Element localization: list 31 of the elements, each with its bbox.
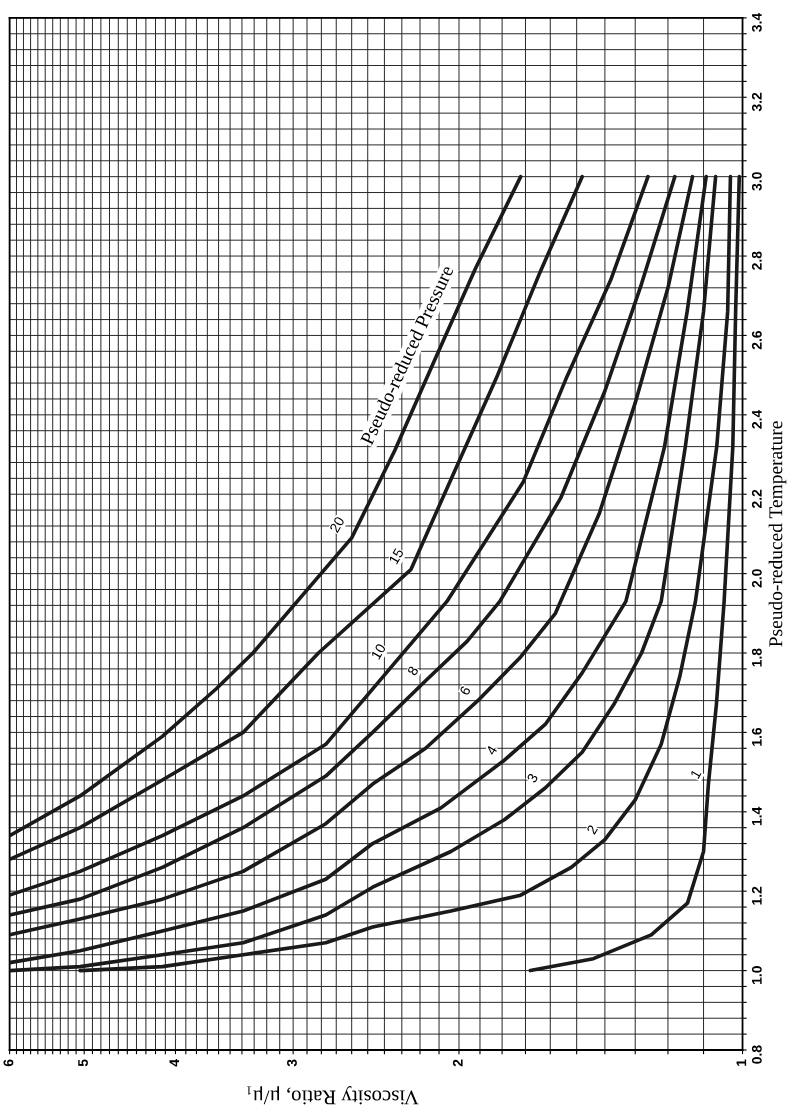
x-tick-label: 2 bbox=[452, 1059, 463, 1067]
x-tick-label: 4 bbox=[169, 1059, 180, 1067]
text: 10 bbox=[370, 642, 387, 660]
x-tick-label: 5 bbox=[78, 1059, 88, 1067]
y-tick-label: 3.2 bbox=[751, 92, 762, 112]
y-tick-label: 1.8 bbox=[751, 648, 762, 667]
text: 6 bbox=[459, 685, 471, 696]
y-tick-label: 1.2 bbox=[751, 886, 762, 905]
y-tick-label: 1.4 bbox=[752, 806, 762, 826]
y-tick-label: 0.8 bbox=[751, 1045, 762, 1064]
text: 20 bbox=[329, 515, 345, 534]
text: 2 bbox=[586, 824, 598, 835]
y-tick-label: 3.0 bbox=[751, 172, 762, 191]
text: 8 bbox=[407, 665, 419, 677]
text: 1 bbox=[690, 768, 702, 779]
y-tick-label: 2.4 bbox=[751, 409, 762, 429]
text: 3 bbox=[526, 772, 539, 784]
x-tick-label: 3 bbox=[287, 1059, 297, 1067]
y-tick-label: 3.4 bbox=[751, 12, 762, 32]
text: 4 bbox=[485, 744, 498, 756]
x-tick-label: 6 bbox=[3, 1059, 14, 1067]
text: 15 bbox=[388, 547, 404, 565]
y-tick-label: 1.0 bbox=[751, 966, 762, 984]
y-axis-title: Pseudo-reduced Temperature bbox=[768, 421, 787, 647]
x-tick-label: 1 bbox=[736, 1059, 747, 1066]
y-tick-label: 2.0 bbox=[751, 569, 762, 588]
y-tick-label: 2.8 bbox=[751, 251, 762, 270]
y-tick-label: 2.6 bbox=[751, 330, 762, 350]
x-axis-title: Viscosity Ratio, μ/μ₁ bbox=[246, 1086, 419, 1105]
y-tick-label: 1.6 bbox=[751, 727, 762, 746]
y-tick-label: 2.2 bbox=[751, 489, 762, 509]
